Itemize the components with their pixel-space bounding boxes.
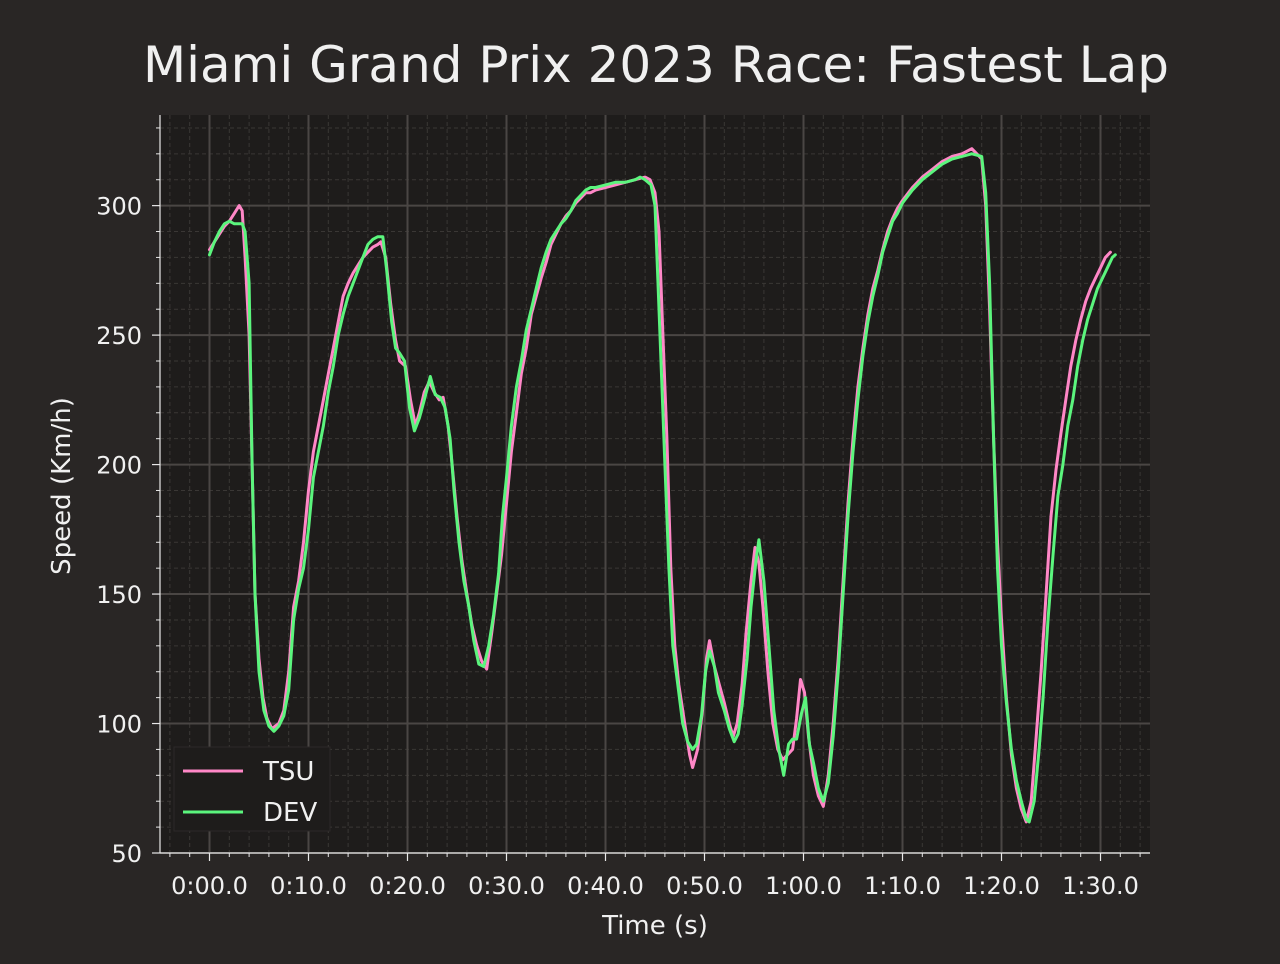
x-tick-label: 0:50.0: [666, 872, 743, 900]
axes: 0:00.0 0:10.0 0:20.0 0:30.0 0:40.0 0:50.0 1:00…: [96, 115, 1150, 900]
series-layer: [208, 147, 1117, 824]
y-tick-label: 50: [111, 840, 142, 868]
y-tick-label: 300: [96, 193, 142, 221]
x-axis-label: Time (s): [601, 911, 708, 941]
x-tick-label: 0:20.0: [369, 872, 446, 900]
x-tick-label: 0:00.0: [171, 872, 248, 900]
chart-title: Miami Grand Prix 2023 Race: Fastest Lap: [143, 36, 1169, 94]
x-tick-label: 1:10.0: [864, 872, 941, 900]
x-tick-label: 0:40.0: [567, 872, 644, 900]
series-line-tsu: [208, 147, 1112, 824]
legend-label-dev: DEV: [263, 798, 317, 828]
x-tick-label: 1:00.0: [765, 872, 842, 900]
legend-box: [173, 746, 331, 832]
x-tick-label: 1:20.0: [963, 872, 1040, 900]
x-tick-label: 1:30.0: [1062, 872, 1139, 900]
x-tick-label: 0:30.0: [468, 872, 545, 900]
y-tick-label: 200: [96, 452, 142, 480]
y-tick-label: 100: [96, 711, 142, 739]
y-tick-label: 150: [96, 581, 142, 609]
minor-grid: [160, 115, 1150, 853]
x-tick-label: 0:10.0: [270, 872, 347, 900]
series-line-dev: [208, 152, 1117, 824]
y-tick-label: 250: [96, 322, 142, 350]
legend: TSU DEV: [173, 746, 331, 832]
legend-label-tsu: TSU: [262, 757, 314, 787]
y-axis-label: Speed (Km/h): [47, 397, 77, 575]
